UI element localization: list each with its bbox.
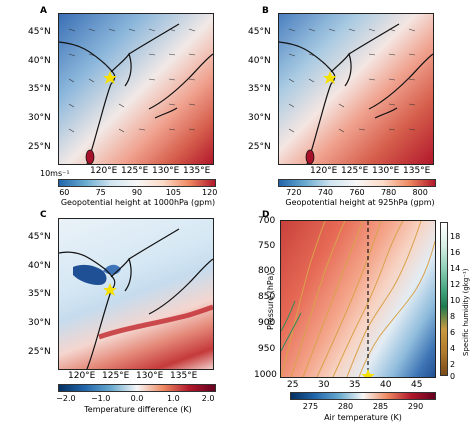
tick-label: 950 [258,344,276,354]
panel-d-contours [281,221,435,377]
tick-label: 45°N [28,232,51,242]
panel-c-colorbar-ticks: −2.0 −1.0 0.0 1.0 2.0 [56,394,215,403]
panel-d-temperature-colorbar [290,392,436,400]
star-icon [103,283,117,296]
tick-label: 125°E [102,371,130,381]
tick-label: 30°N [248,113,271,123]
tick-label: 900 [258,318,276,328]
panel-d-label: D [262,210,270,220]
panel-b-map [278,13,434,165]
tick-label: 750 [258,241,276,251]
tick-label: 135°E [183,166,211,176]
tick-label: 10 [450,296,461,305]
tick-label: 125°E [341,166,369,176]
tick-label: 35°N [28,84,51,94]
tick-label: 120°E [68,371,96,381]
tick-label: 16 [450,248,461,257]
panel-b-colorbar [278,179,436,187]
tick-label: 130°E [372,166,400,176]
tick-label: 25°N [248,142,271,152]
tick-label: 35°N [248,84,271,94]
tick-label: 120°E [90,166,118,176]
panel-c-colorbar [58,384,216,392]
tick-label: 45°N [248,27,271,37]
panel-d-humidity-title: Specific humidity (gkg⁻¹) [462,268,470,356]
panel-c-overlay [59,228,213,369]
tick-label: 700 [258,216,276,226]
tick-label: 130°E [152,166,180,176]
panel-a-colorbar-title: Geopotential height at 1000hPa (gpm) [60,198,216,207]
tick-label: 8 [450,312,456,321]
panel-b-label: B [262,6,269,16]
panel-a-overlay [59,23,213,164]
tick-label: 40 [380,380,392,390]
panel-a-colorbar [58,179,216,187]
panel-b-colorbar-ticks: 720 740 760 780 800 [286,188,428,197]
tick-label: 120°E [310,166,338,176]
tick-label: 40°N [28,56,51,66]
tick-label: 12 [450,280,461,289]
panel-d-temperature-colorbar-title: Air temperature (K) [324,413,402,422]
tick-label: 35°N [28,289,51,299]
panel-a-map [58,13,214,165]
tick-label: 40°N [28,261,51,271]
tick-label: 25°N [28,347,51,357]
tick-label: 125°E [121,166,149,176]
tick-label: 25 [287,380,299,390]
tick-label: 35 [349,380,361,390]
tick-label: 30 [318,380,330,390]
tick-label: 850 [258,292,276,302]
tick-label: 130°E [136,371,164,381]
panel-c-label: C [40,210,47,220]
tick-label: 40°N [248,56,271,66]
tick-label: 25°N [28,142,51,152]
tick-label: 6 [450,328,456,337]
tick-label: 135°E [170,371,198,381]
tick-label: 30°N [28,318,51,328]
panel-d-temperature-colorbar-ticks: 275 280 285 290 [302,402,424,411]
tick-label: 14 [450,264,461,273]
panel-d-humidity-colorbar [440,222,448,376]
panel-a-colorbar-ticks: 60 75 90 105 120 [59,188,218,197]
star-icon [323,71,337,84]
tick-label: 45 [411,380,423,390]
tick-label: 0 [450,372,456,381]
panel-b-overlay [279,23,433,164]
tick-label: 30°N [28,113,51,123]
tick-label: 135°E [403,166,431,176]
tick-label: 800 [258,266,276,276]
panel-b-colorbar-title: Geopotential height at 925hPa (gpm) [285,198,435,207]
tick-label: 45°N [28,27,51,37]
star-icon [103,71,117,84]
panel-c-map [58,218,214,370]
panel-a-label: A [40,6,47,16]
tick-label: 1000 [254,370,277,380]
star-icon [361,369,375,377]
tick-label: 18 [450,232,461,241]
tick-label: 2 [450,360,456,369]
panel-d-plot [280,220,436,378]
panel-c-colorbar-title: Temperature difference (K) [84,405,192,414]
wind-scale-label: 10ms⁻¹ [40,169,70,178]
tick-label: 4 [450,344,456,353]
